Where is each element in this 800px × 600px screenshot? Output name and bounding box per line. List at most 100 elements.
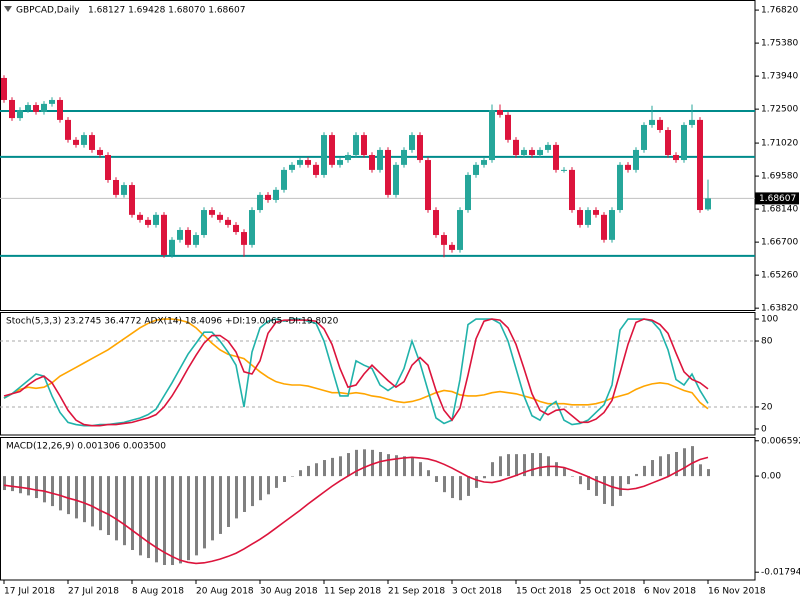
macd-bar bbox=[363, 449, 366, 477]
macd-bar bbox=[459, 476, 462, 501]
macd-bar bbox=[395, 455, 398, 477]
macd-bar bbox=[619, 476, 622, 496]
macd-bar bbox=[555, 462, 558, 477]
candle-body bbox=[657, 119, 663, 131]
candle-body bbox=[97, 149, 103, 155]
y-tick-label: 1.63820 bbox=[761, 304, 798, 314]
macd-bar bbox=[691, 446, 694, 477]
macd-bar bbox=[3, 476, 6, 491]
candle-body bbox=[41, 103, 47, 112]
candle-body bbox=[337, 160, 343, 165]
macd-bar bbox=[283, 476, 286, 482]
candle-body bbox=[425, 160, 431, 211]
macd-bar bbox=[523, 454, 526, 477]
candle-body bbox=[553, 144, 559, 170]
macd-bar bbox=[483, 476, 486, 479]
candle-body bbox=[385, 149, 391, 195]
macd-bar bbox=[19, 476, 22, 494]
macd-bar bbox=[403, 456, 406, 477]
macd-bar bbox=[315, 463, 318, 477]
symbol-icon bbox=[4, 6, 12, 12]
y-tick-label: -0.017944 bbox=[761, 568, 800, 578]
candle-body bbox=[497, 110, 503, 115]
macd-bar bbox=[627, 476, 630, 485]
candle-body bbox=[345, 155, 351, 161]
indicator-title: MACD(12,26,9) 0.001306 0.003500 bbox=[6, 442, 166, 452]
candle-body bbox=[241, 232, 247, 245]
macd-bar bbox=[499, 456, 502, 477]
macd-bar bbox=[347, 453, 350, 477]
macd-bar bbox=[139, 476, 142, 556]
candle-body bbox=[601, 214, 607, 240]
candle-body bbox=[57, 99, 63, 120]
candle-body bbox=[665, 130, 671, 155]
candle-body bbox=[673, 155, 679, 161]
macd-bar bbox=[579, 476, 582, 485]
x-tick-label: 27 Jul 2018 bbox=[68, 587, 119, 597]
candle-body bbox=[417, 135, 423, 161]
macd-bar bbox=[379, 451, 382, 477]
macd-bar bbox=[435, 476, 438, 482]
macd-bar bbox=[539, 453, 542, 477]
candle-body bbox=[289, 164, 295, 170]
macd-bar bbox=[203, 476, 206, 549]
macd-bar bbox=[507, 454, 510, 477]
x-tick-label: 11 Sep 2018 bbox=[324, 587, 381, 597]
macd-bar bbox=[115, 476, 118, 541]
y-tick-label: 1.68140 bbox=[761, 205, 798, 215]
candle-body bbox=[201, 210, 207, 236]
y-tick-label: 0.00 bbox=[761, 472, 781, 482]
signal-line bbox=[3, 456, 709, 565]
macd-bar bbox=[187, 476, 190, 561]
macd-bar bbox=[683, 448, 686, 477]
macd-bar bbox=[35, 476, 38, 499]
candle-body bbox=[705, 198, 711, 210]
macd-bar bbox=[123, 476, 126, 546]
macd-bar bbox=[707, 469, 710, 477]
candle-body bbox=[521, 149, 527, 155]
candle-body bbox=[169, 239, 175, 255]
candle-body bbox=[449, 244, 455, 250]
macd-bar bbox=[651, 460, 654, 477]
y-tick-label: 0.006592 bbox=[761, 436, 800, 446]
macd-bar bbox=[571, 476, 574, 477]
candle-body bbox=[137, 214, 143, 220]
y-tick-label: 1.75380 bbox=[761, 39, 798, 49]
macd-bar bbox=[667, 454, 670, 477]
macd-bar bbox=[371, 449, 374, 477]
x-tick-label: 21 Sep 2018 bbox=[388, 587, 445, 597]
candle-body bbox=[697, 119, 703, 211]
macd-bar bbox=[75, 476, 78, 519]
macd-bar bbox=[11, 476, 14, 492]
indicator-title: Stoch(5,3,3) 23.2745 36.4772 ADX(14) 18.… bbox=[6, 317, 339, 327]
macd-bar bbox=[427, 470, 430, 477]
candle-body bbox=[321, 135, 327, 175]
macd-bar bbox=[83, 476, 86, 523]
candle-body bbox=[593, 210, 599, 215]
macd-bar bbox=[299, 470, 302, 477]
candle-body bbox=[209, 210, 215, 215]
candle-body bbox=[161, 214, 167, 255]
candle-body bbox=[17, 110, 23, 119]
x-tick-label: 8 Aug 2018 bbox=[132, 587, 184, 597]
y-tick-label: 1.69580 bbox=[761, 172, 798, 182]
candle-body bbox=[625, 164, 631, 170]
macd-bar bbox=[307, 465, 310, 477]
macd-bar bbox=[563, 468, 566, 477]
candle-body bbox=[193, 235, 199, 245]
macd-bar bbox=[443, 476, 446, 493]
macd-bar bbox=[635, 473, 638, 477]
candle-body bbox=[281, 169, 287, 190]
last-price-box bbox=[755, 192, 799, 205]
macd-bar bbox=[339, 456, 342, 477]
macd-bar bbox=[163, 476, 166, 566]
macd-bar bbox=[475, 476, 478, 488]
candle-body bbox=[641, 124, 647, 150]
macd-bar bbox=[251, 476, 254, 507]
y-tick-label: 0 bbox=[761, 424, 767, 434]
macd-bar bbox=[587, 476, 590, 491]
candle-body bbox=[145, 219, 151, 225]
candle-body bbox=[465, 174, 471, 211]
candle-body bbox=[561, 169, 567, 171]
